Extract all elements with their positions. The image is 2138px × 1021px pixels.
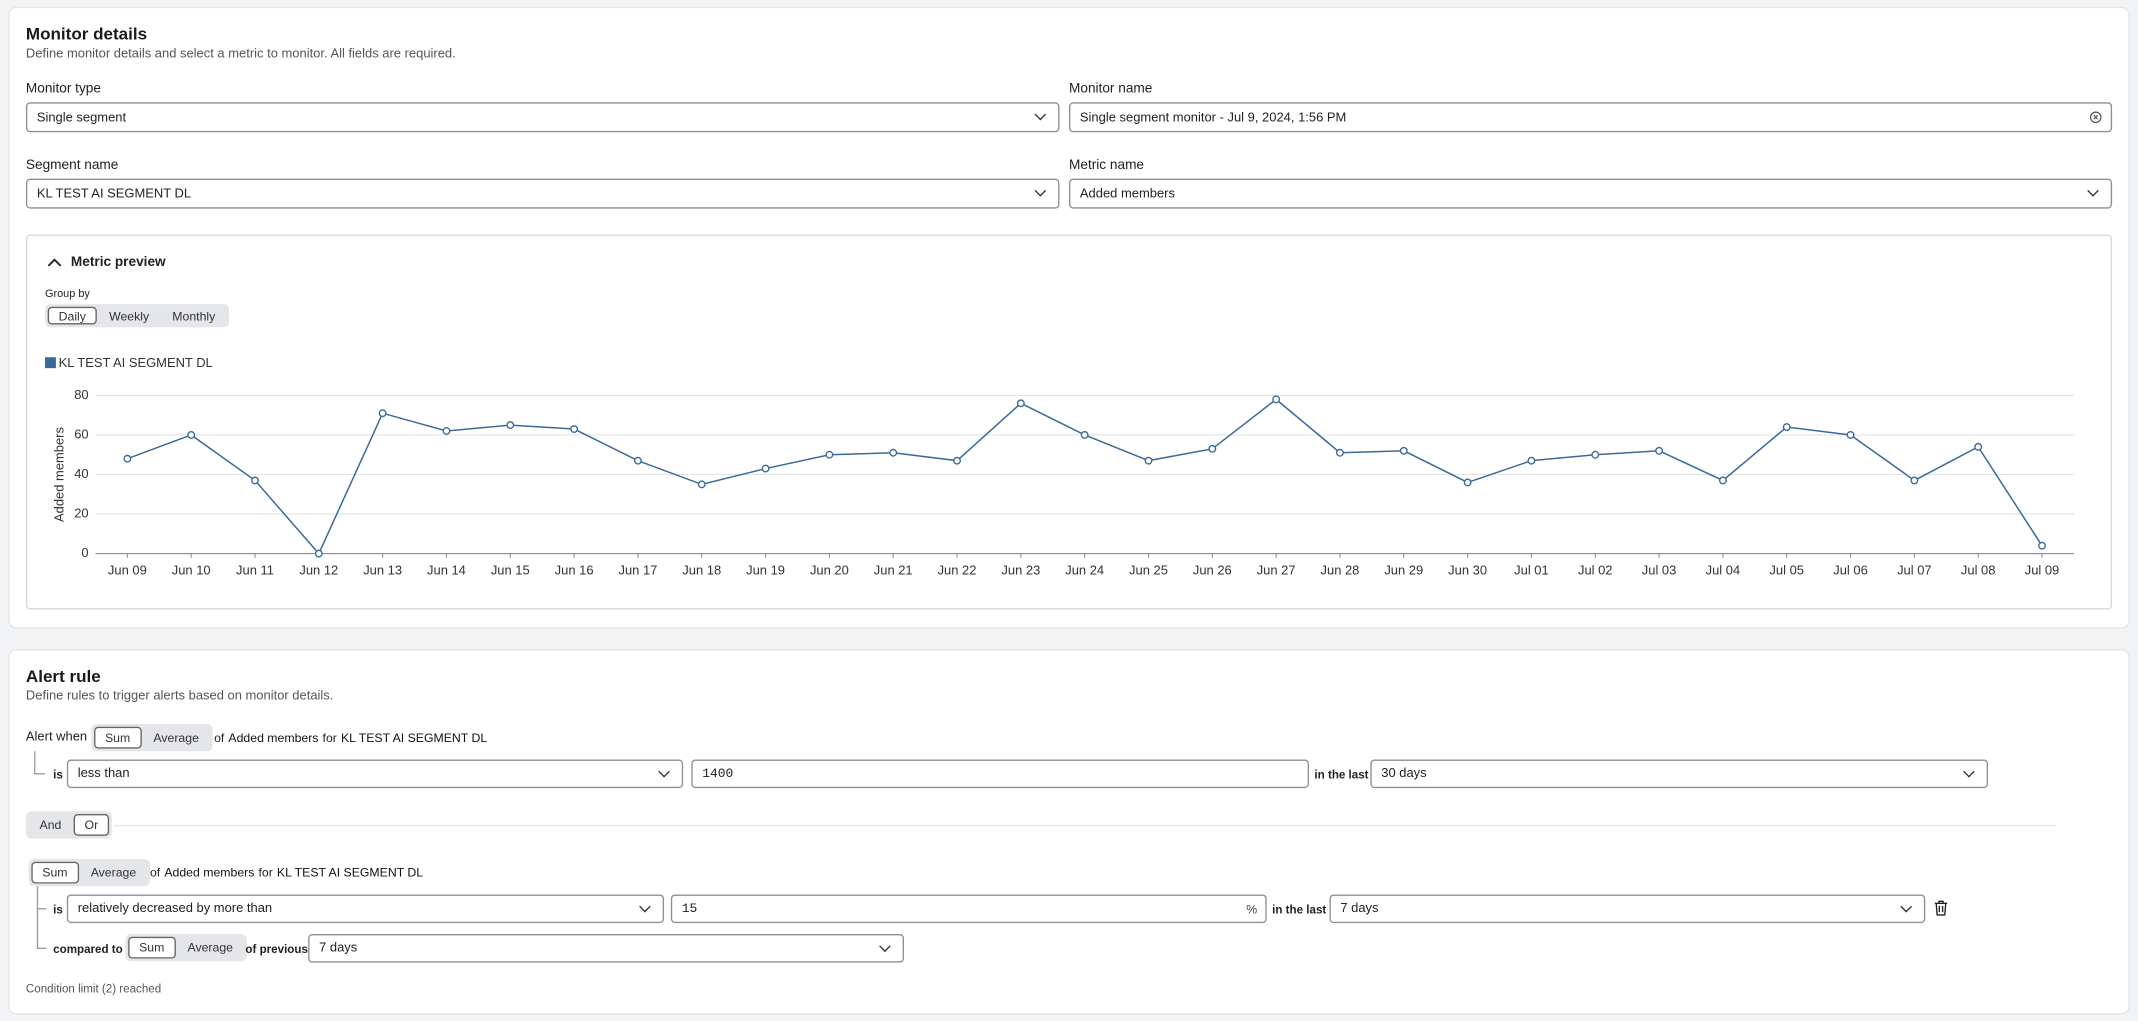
toggle-option[interactable]: Sum <box>128 936 176 959</box>
segment: KL TEST AI SEGMENT DL <box>276 865 424 880</box>
comparison-window-select[interactable]: 7 days <box>308 934 905 963</box>
toggle-option[interactable]: Average <box>187 940 233 955</box>
toggle-option[interactable]: Monthly <box>172 308 216 323</box>
field-label: Metric name <box>1068 158 1145 174</box>
tree-line <box>36 908 47 950</box>
section-description: Define rules to trigger alerts based on … <box>25 688 334 704</box>
of-previous-label: of previous <box>245 942 308 956</box>
metric: Added members <box>228 730 319 745</box>
metric-preview-panel <box>25 234 2113 610</box>
tree-line <box>36 886 47 910</box>
window-select[interactable]: 30 days <box>1370 759 1989 789</box>
section-description: Define monitor details and select a metr… <box>25 46 456 62</box>
toggle-option[interactable]: Or <box>73 814 110 836</box>
condition-summary: of Added members for KL TEST AI SEGMENT … <box>214 729 487 745</box>
field-label: Segment name <box>25 158 119 174</box>
alert-when-label: Alert when <box>25 729 88 745</box>
text: for <box>258 865 273 880</box>
toggle-option[interactable]: And <box>39 818 62 832</box>
metric: Added members <box>164 865 255 880</box>
threshold-input[interactable]: 15 <box>670 894 1267 924</box>
aggregation-toggle: Sum Average <box>28 859 150 887</box>
window-select[interactable]: 7 days <box>1329 894 1926 924</box>
tree-line <box>34 751 45 775</box>
toggle-option[interactable]: Average <box>153 730 199 745</box>
field-label: Monitor type <box>25 81 101 97</box>
group-by-label: Group by <box>44 287 90 300</box>
segment: KL TEST AI SEGMENT DL <box>340 730 488 745</box>
aggregation-toggle: Sum Average <box>125 934 247 962</box>
aggregation-toggle: Sum Average <box>91 724 213 752</box>
metric-select[interactable]: Added members <box>1068 178 2113 209</box>
in-the-last-label: in the last <box>1272 902 1327 917</box>
toggle-option[interactable]: Average <box>90 865 137 880</box>
segment-select[interactable]: KL TEST AI SEGMENT DL <box>25 178 1060 209</box>
text: for <box>322 730 337 745</box>
is-label: is <box>53 902 63 917</box>
monitor-type-select[interactable]: Single segment <box>25 102 1060 133</box>
toggle-option[interactable]: Sum <box>94 726 142 749</box>
panel-title[interactable]: Metric preview <box>70 254 166 270</box>
delete-icon[interactable] <box>1933 900 1948 916</box>
toggle-option[interactable]: Weekly <box>109 308 150 323</box>
section-title: Monitor details <box>25 24 148 44</box>
collapse-chevron[interactable] <box>46 256 62 270</box>
condition-limit-note: Condition limit (2) reached <box>25 981 162 996</box>
text: of <box>214 730 225 745</box>
group-by-toggle: Daily Weekly Monthly <box>44 304 229 328</box>
is-label: is <box>53 767 63 782</box>
text: of <box>149 865 161 880</box>
divider <box>114 824 2057 827</box>
logic-toggle: And Or <box>25 811 112 839</box>
toggle-option[interactable]: Sum <box>31 861 79 884</box>
operator-select[interactable]: less than <box>66 759 684 789</box>
in-the-last-label: in the last <box>1314 767 1369 782</box>
unit: % <box>1246 902 1258 917</box>
section-title: Alert rule <box>25 666 101 686</box>
monitor-name-input[interactable]: Single segment monitor - Jul 9, 2024, 1:… <box>1068 102 2113 133</box>
condition-summary: of Added members for KL TEST AI SEGMENT … <box>150 864 423 880</box>
operator-select[interactable]: relatively decreased by more than <box>66 894 665 924</box>
clear-icon[interactable] <box>2089 110 2103 124</box>
toggle-option[interactable]: Daily <box>47 306 97 325</box>
threshold-input[interactable]: 1400 <box>691 759 1309 789</box>
field-label: Monitor name <box>1068 81 1153 97</box>
compared-to-label: compared to <box>53 942 123 956</box>
